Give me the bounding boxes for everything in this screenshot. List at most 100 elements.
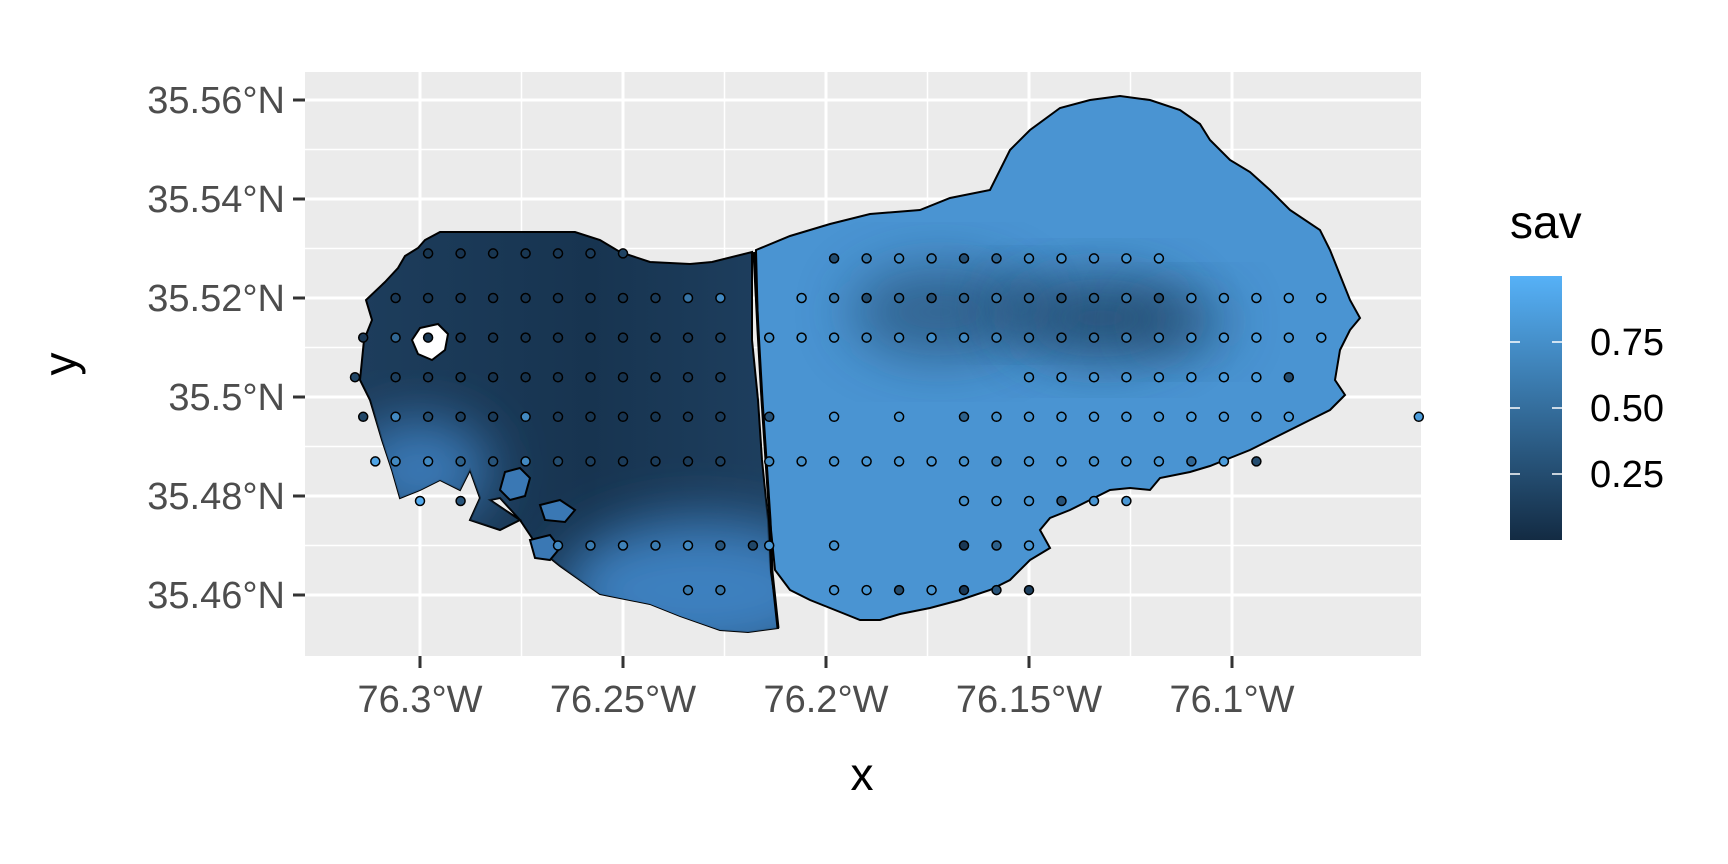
sample-point — [1218, 456, 1230, 467]
sample-point — [893, 292, 905, 304]
sample-point — [585, 332, 596, 343]
sample-point — [552, 292, 564, 304]
sample-point — [1218, 411, 1230, 423]
sample-point — [682, 332, 694, 343]
sample-point — [650, 292, 661, 304]
sample-point — [958, 456, 970, 467]
sample-point — [422, 371, 434, 383]
sample-point — [390, 371, 401, 383]
sample-point — [682, 292, 694, 304]
sample-point — [650, 540, 661, 551]
sample-point — [422, 292, 434, 304]
sample-point — [861, 332, 872, 343]
y-axis: 35.56°N 35.54°N 35.52°N 35.5°N 35.48°N 35.46°… — [147, 80, 305, 617]
sample-point — [1056, 292, 1067, 304]
sample-point — [926, 292, 937, 304]
sample-point — [390, 456, 401, 467]
sample-point — [357, 411, 369, 423]
sample-point — [828, 292, 840, 304]
sample-point — [1153, 292, 1165, 304]
sample-point — [1218, 292, 1230, 304]
sample-point — [650, 411, 661, 423]
sample-point — [828, 332, 840, 343]
sample-point — [715, 584, 726, 596]
sample-point — [585, 248, 596, 259]
sample-point — [585, 456, 596, 467]
sample-point — [796, 292, 807, 304]
sample-point — [552, 456, 564, 467]
sample-point — [1251, 371, 1262, 383]
sample-point — [650, 332, 661, 343]
sample-point — [1088, 411, 1100, 423]
sample-point — [991, 456, 1002, 467]
sample-point — [1153, 456, 1165, 467]
legend-break-label: 0.25 — [1590, 454, 1664, 496]
legend-title: sav — [1510, 196, 1582, 248]
sample-point — [1413, 411, 1425, 423]
sample-point — [991, 540, 1002, 551]
sample-point — [926, 253, 937, 264]
sample-point — [552, 248, 564, 259]
sample-point — [617, 411, 629, 423]
sample-point — [1023, 411, 1035, 423]
x-tick-label: 76.2°W — [763, 679, 888, 721]
south-islands — [498, 466, 577, 562]
sample-point — [1316, 292, 1327, 304]
sample-point — [422, 248, 434, 259]
sample-point — [1023, 456, 1035, 467]
sample-point — [1056, 495, 1067, 507]
sample-point — [893, 584, 905, 596]
sample-point — [958, 540, 970, 551]
sample-point — [370, 456, 381, 467]
legend-break-label: 0.75 — [1590, 322, 1664, 364]
sample-point — [763, 332, 775, 343]
sample-point — [1153, 411, 1165, 423]
sample-point — [1186, 371, 1197, 383]
sample-point — [520, 456, 531, 467]
sample-point — [1056, 411, 1067, 423]
sound-region — [358, 94, 1362, 634]
sample-point — [1056, 456, 1067, 467]
sample-point — [1121, 495, 1132, 507]
sample-point — [390, 411, 401, 423]
sample-point — [585, 292, 596, 304]
sample-point — [715, 371, 726, 383]
sample-point — [1316, 332, 1327, 343]
legend-breaks: 0.25 0.50 0.75 — [1510, 322, 1664, 496]
x-tick-label: 76.25°W — [550, 679, 696, 721]
sample-point — [455, 371, 466, 383]
sample-point — [585, 540, 596, 551]
sample-point — [861, 253, 872, 264]
sample-point — [763, 540, 775, 551]
sample-point — [650, 371, 661, 383]
sample-point — [926, 456, 937, 467]
sample-point — [552, 540, 564, 551]
y-tick-label: 35.54°N — [147, 179, 285, 221]
sample-point — [958, 411, 970, 423]
east-basin — [754, 94, 1362, 621]
sample-point — [487, 248, 499, 259]
y-tick-label: 35.56°N — [147, 80, 285, 122]
sample-point — [682, 540, 694, 551]
y-tick-label: 35.48°N — [147, 476, 285, 518]
sample-point — [1186, 456, 1197, 467]
sample-point — [1153, 371, 1165, 383]
sample-point — [1121, 411, 1132, 423]
sample-point — [487, 371, 499, 383]
sample-point — [422, 332, 434, 343]
sample-point — [414, 495, 426, 507]
sample-point — [617, 332, 629, 343]
sample-point — [796, 456, 807, 467]
sample-point — [455, 495, 466, 507]
sample-point — [958, 332, 970, 343]
sample-point — [1153, 253, 1165, 264]
sample-point — [520, 371, 531, 383]
sample-point — [1218, 371, 1230, 383]
sample-point — [1023, 332, 1035, 343]
legend-break-label: 0.50 — [1590, 388, 1664, 430]
sample-point — [357, 332, 369, 343]
y-tick-label: 35.5°N — [168, 377, 285, 419]
x-tick-label: 76.15°W — [956, 679, 1102, 721]
sample-point — [861, 584, 872, 596]
